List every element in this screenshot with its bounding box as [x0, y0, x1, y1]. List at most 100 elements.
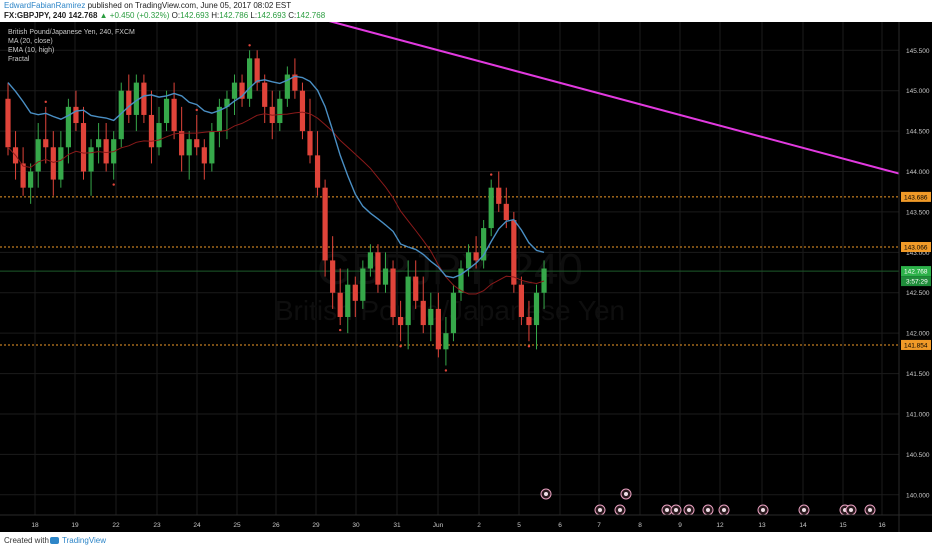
- price-tick-label: 140.000: [906, 492, 930, 499]
- candle-body: [367, 252, 373, 269]
- time-tick-label: 29: [312, 522, 320, 529]
- candle-body: [209, 131, 215, 164]
- price-tick-label: 144.000: [906, 169, 930, 176]
- fractal-marker: [248, 44, 251, 47]
- legend-ma[interactable]: MA (20, close): [8, 38, 53, 45]
- published-text: published on TradingView.com, June 05, 2…: [87, 1, 292, 10]
- time-axis-bg: [0, 515, 932, 532]
- publish-info: EdwardFabianRamirez published on Trading…: [4, 1, 291, 11]
- price-tick-label: 145.000: [906, 88, 930, 95]
- candle-body: [390, 268, 396, 317]
- price-tick-label: 143.500: [906, 209, 930, 216]
- candle-body: [526, 316, 532, 326]
- candle-body: [458, 268, 464, 293]
- candle-body: [50, 147, 56, 180]
- candle-body: [35, 139, 41, 172]
- time-tick-label: 19: [71, 522, 79, 529]
- last-price: 142.768: [68, 11, 98, 20]
- time-tick-label: 7: [597, 522, 601, 529]
- level-price-tag: [901, 339, 931, 350]
- candle-body: [435, 308, 441, 350]
- event-marker-dot: [722, 508, 726, 512]
- grid-lines: [0, 22, 899, 515]
- candle-body: [103, 139, 109, 164]
- candle-body: [179, 131, 185, 156]
- time-tick-label: 26: [272, 522, 280, 529]
- event-marker-dot: [598, 508, 602, 512]
- time-tick-label: 24: [193, 522, 201, 529]
- event-markers[interactable]: [540, 488, 876, 516]
- candle-body: [292, 74, 298, 91]
- time-tick-label: 13: [758, 522, 766, 529]
- candle-body: [118, 90, 124, 140]
- candle-body: [254, 58, 260, 83]
- candle-body: [420, 300, 426, 326]
- fractal-marker: [195, 108, 198, 112]
- time-tick-label: 25: [233, 522, 241, 529]
- fractal-marker: [527, 345, 531, 348]
- open-label: O:: [171, 11, 181, 20]
- fractal-marker: [112, 183, 115, 186]
- candle-body: [533, 292, 540, 326]
- candle-body: [231, 82, 238, 99]
- created-with-text: Created with: [4, 536, 49, 545]
- time-tick-label: 8: [638, 522, 642, 529]
- time-tick-label: 23: [153, 522, 161, 529]
- countdown-tag: [901, 276, 931, 287]
- author-link[interactable]: EdwardFabianRamirez: [4, 1, 86, 10]
- candle-body: [88, 147, 94, 172]
- open-value: 142.693: [180, 11, 209, 20]
- tradingview-logo-icon: [50, 537, 59, 544]
- candle-body: [518, 284, 524, 317]
- candle-body: [216, 106, 222, 132]
- level-price-label: 141.854: [904, 342, 928, 349]
- price-change: ▲ +0.450 (+0.32%): [99, 11, 170, 20]
- descending-trendline[interactable]: [287, 22, 932, 365]
- level-price-tag: [901, 191, 931, 202]
- candle-body: [239, 82, 245, 99]
- price-tick-label: 144.500: [906, 129, 930, 136]
- event-marker-dot: [618, 508, 622, 512]
- tradingview-brand[interactable]: TradingView: [50, 536, 106, 545]
- candle-body: [73, 106, 79, 124]
- low-value: 142.693: [257, 11, 286, 20]
- fractal-marker: [44, 100, 47, 104]
- price-tick-label: 141.500: [906, 371, 930, 378]
- high-label: H:: [211, 11, 220, 20]
- candle-body: [330, 260, 336, 293]
- candle-body: [43, 139, 49, 148]
- candle-body: [262, 82, 268, 107]
- event-marker-dot: [544, 492, 548, 496]
- event-marker-dot: [706, 508, 710, 512]
- event-marker-dot: [665, 508, 669, 512]
- legend-fractal[interactable]: Fractal: [8, 56, 30, 63]
- current-price-label: 142.768: [904, 269, 928, 276]
- price-tick-label: 141.000: [906, 411, 930, 418]
- watermark-name: British Pound/Japanese Yen: [275, 295, 625, 326]
- candle-body: [126, 90, 132, 115]
- candlestick-chart[interactable]: GBPJPY, 240 British Pound/Japanese Yen 1…: [0, 22, 932, 532]
- tradingview-brand-label: TradingView: [62, 536, 107, 545]
- price-tick-label: 140.500: [906, 452, 930, 459]
- high-value: 142.786: [219, 11, 249, 20]
- time-tick-label: Jun: [433, 522, 444, 529]
- candle-body: [352, 284, 358, 301]
- time-tick-label: 16: [878, 522, 886, 529]
- time-axis[interactable]: 18 19 22 23 24 25 26 29 30 31 Jun 2 5 6 7 8 9 12 13 14 15 16: [0, 22, 932, 532]
- price-tick-label: 142.500: [906, 290, 930, 297]
- time-tick-label: 2: [477, 522, 481, 529]
- current-price-tag: [901, 266, 931, 277]
- ema-10-line: [7, 75, 545, 279]
- price-axis[interactable]: 145.500 145.000 144.500 144.000 143.500 143.0…: [899, 22, 932, 532]
- candle-body: [141, 82, 147, 115]
- candle-body: [488, 187, 494, 229]
- symbol-label: FX:GBPJPY, 240: [4, 11, 67, 20]
- candle-body: [156, 123, 162, 148]
- candle-body: [382, 268, 389, 285]
- candle-body: [201, 147, 207, 164]
- chart-area[interactable]: GBPJPY, 240 British Pound/Japanese Yen 1…: [0, 22, 932, 532]
- legend-ema[interactable]: EMA (10, high): [8, 47, 55, 54]
- symbol-info: FX:GBPJPY, 240 142.768 ▲ +0.450 (+0.32%)…: [4, 11, 325, 21]
- time-tick-label: 6: [558, 522, 562, 529]
- candle-body: [307, 131, 313, 156]
